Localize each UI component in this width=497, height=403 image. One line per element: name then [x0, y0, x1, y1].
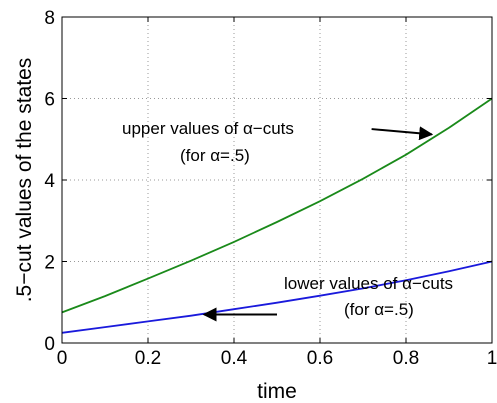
annotation-1-line-2: (for α=.5) — [180, 146, 250, 165]
annotation-1-line-1: upper values of α−cuts — [122, 119, 294, 138]
y-tick-label: 2 — [44, 253, 55, 274]
ticks: 0 0.2 0.4 0.6 0.8 1 0 2 4 6 8 — [44, 8, 497, 369]
y-tick-label: 4 — [44, 171, 55, 192]
x-tick-label: 0.8 — [393, 348, 419, 369]
annotation-2-line-2: (for α=.5) — [344, 300, 414, 319]
x-tick-label: 0 — [57, 348, 68, 369]
x-tick-label: 0.4 — [221, 348, 248, 369]
annotations: upper values of α−cuts (for α=.5) lower va… — [122, 119, 453, 322]
annotation-2-line-1: lower values of α−cuts — [284, 274, 453, 293]
y-axis-title: .5−cut values of the states — [13, 58, 36, 303]
y-tick-label: 6 — [44, 90, 55, 111]
y-tick-label: 8 — [44, 8, 55, 29]
series-line-2 — [61, 260, 493, 334]
x-tick-label: 1 — [487, 348, 497, 369]
series-group — [61, 97, 493, 334]
x-axis-title: time — [257, 380, 297, 403]
y-tick-label: 0 — [44, 334, 55, 355]
grid — [62, 17, 492, 343]
x-tick-label: 0.6 — [307, 348, 333, 369]
x-tick-label: 0.2 — [135, 348, 161, 369]
annotation-1-arrow — [371, 126, 434, 141]
series-line-1 — [61, 97, 493, 314]
